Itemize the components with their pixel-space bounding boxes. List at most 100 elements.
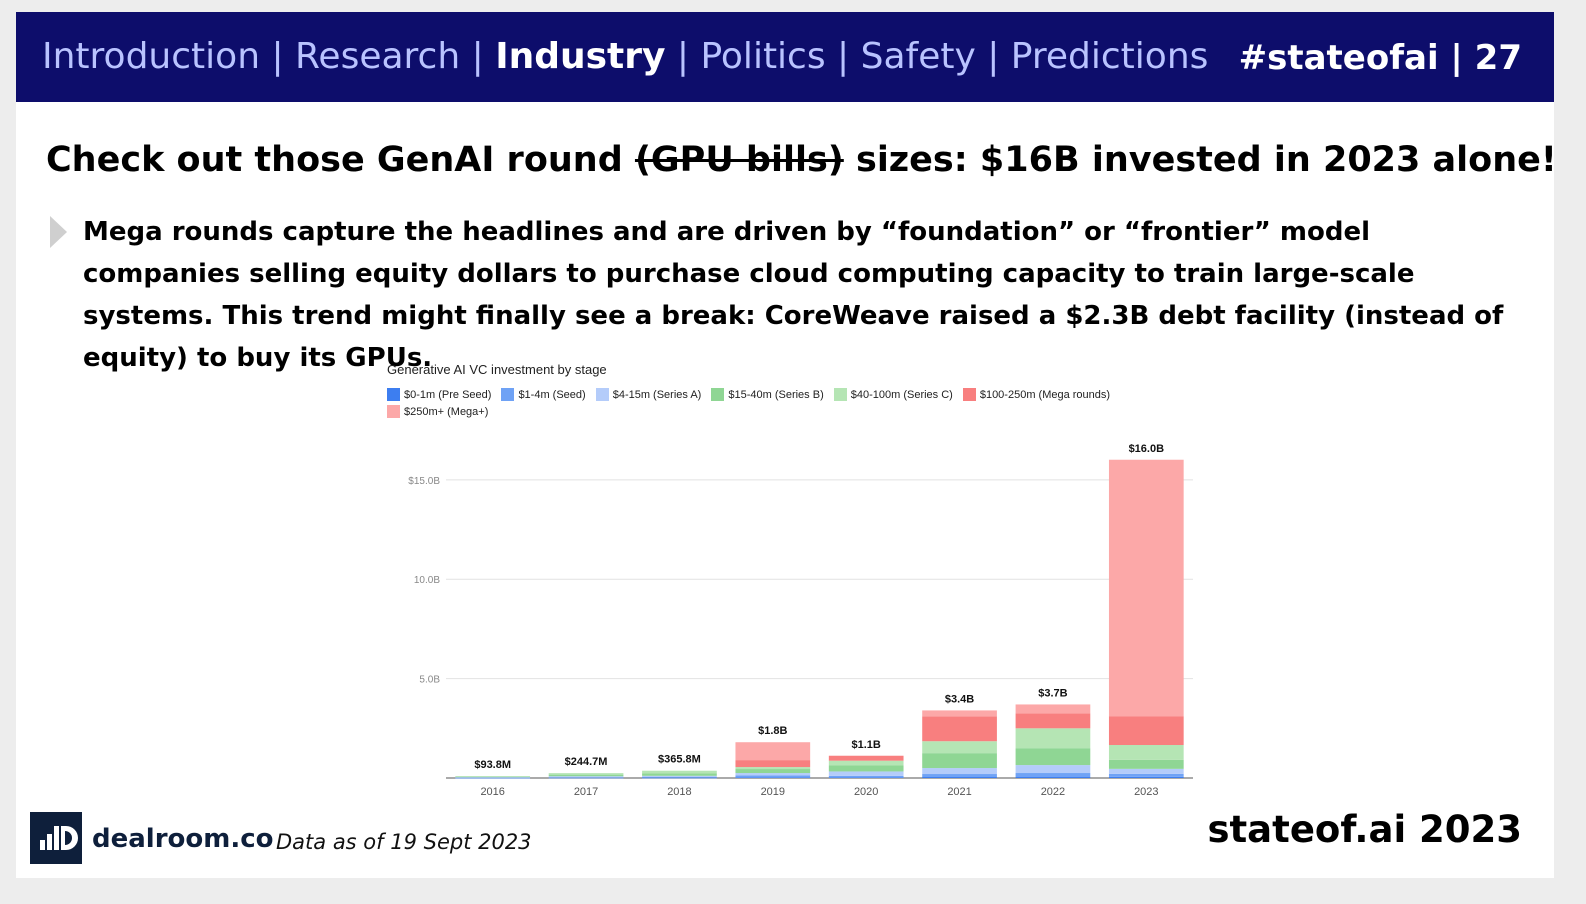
body-paragraph: Mega rounds capture the headlines and ar… [83,217,1504,373]
bar-segment [735,769,811,774]
stacked-bar-chart: 5.0B 10.0B $15.0B $93.8M 2016 $244.7M 2017 $365… [408,443,1193,798]
legend-label: $100-250m (Mega rounds) [979,388,1111,401]
nav-item-politics[interactable]: Politics [700,36,826,77]
bar-segment [642,775,717,778]
legend-swatch [501,388,515,401]
bar-segment [642,770,717,774]
bar-segment [548,777,624,778]
bar-segment [1108,759,1184,769]
legend-swatch [833,388,847,401]
nav-separator: | [665,36,701,77]
legend-label: $40-100m (Series C) [850,388,953,401]
bar-segment [548,777,624,779]
legend-label: $0-1m (Pre Seed) [404,388,492,401]
page-title: Check out those GenAI round (GPU bills) … [46,140,1554,180]
bar-segment [922,768,997,775]
nav-item-research[interactable]: Research [295,36,461,77]
bar-segment [455,777,531,779]
bar-segment [1108,459,1184,717]
logo-text: dealroom.co [92,824,274,854]
section-nav: Introduction | Research | Industry | Pol… [42,36,1208,77]
bar-segment [548,773,624,775]
nav-separator: | [975,36,1011,77]
bar-segment [455,777,531,779]
x-tick-label: 2021 [947,786,971,798]
chart-legend: $0-1m (Pre Seed) $1-4m (Seed) $4-15m (Seri… [387,388,1167,418]
bar-segment [828,760,904,766]
bar-segment [642,777,717,779]
legend-label: $4-15m (Series A) [612,388,702,401]
bar-segment [1015,728,1091,749]
data-note: Data as of 19 Sept 2023 [276,830,532,854]
bullet-arrow-icon [50,216,67,248]
bar-segment [548,776,624,778]
legend-swatch [387,388,400,401]
legend-item: $40-100m (Series C) [833,388,953,401]
legend-item: $4-15m (Series A) [595,388,702,401]
bar-segment [735,767,811,770]
chart-title: Generative AI VC investment by stage [387,362,607,377]
nav-item-predictions[interactable]: Predictions [1010,36,1209,77]
page-info: #stateofai | 27 [1238,38,1522,78]
bar-segment [1015,748,1091,766]
bar-segment [828,771,904,776]
nav-separator: | [460,36,496,77]
x-tick-label: 2016 [480,786,504,798]
bar-total-label: $1.8B [758,725,787,737]
bar-segment [1108,776,1184,778]
x-tick-label: 2019 [761,786,785,798]
headline-before: Check out those GenAI round [46,140,635,180]
legend-item: $250m+ (Mega+) [387,405,488,418]
bar-segment [455,776,531,778]
bar-segment [1108,768,1184,774]
bar-segment [642,777,717,778]
nav-item-introduction[interactable]: Introduction [42,36,261,77]
bar-total-label: $244.7M [565,756,608,768]
nav-item-industry[interactable]: Industry [495,36,666,77]
bar-segment [1108,745,1184,760]
legend-swatch [711,388,725,401]
bar-segment [1015,777,1091,778]
bar-segment [735,742,811,761]
bar-segment [735,777,811,778]
bar-total-label: $3.4B [945,693,974,705]
bar-segment [1108,716,1184,746]
legend-label: $15-40m (Series B) [728,388,824,401]
top-bar: Introduction | Research | Industry | Pol… [16,12,1554,102]
nav-separator: | [260,36,296,77]
legend-label: $1-4m (Seed) [518,388,586,401]
legend-swatch [962,388,976,401]
bar-segment [455,776,531,777]
x-tick-label: 2023 [1134,786,1158,798]
y-tick-label: $15.0B [408,476,440,487]
slide: Introduction | Research | Industry | Pol… [16,12,1554,878]
bar-segment [1015,765,1091,774]
legend-item: $100-250m (Mega rounds) [962,388,1111,401]
bar-segment [455,777,531,778]
bar-segment [642,773,717,776]
bar-total-label: $93.8M [474,759,511,771]
headline-after: sizes: $16B invested in 2023 alone! [843,140,1554,180]
y-tick-label: 5.0B [419,675,440,686]
bar-total-label: $1.1B [852,739,881,751]
legend-item: $1-4m (Seed) [501,388,586,401]
x-tick-label: 2017 [574,786,598,798]
legend-item: $15-40m (Series B) [711,388,824,401]
nav-item-safety[interactable]: Safety [860,36,976,77]
bar-total-label: $365.8M [658,754,701,766]
bar-segment [828,775,904,778]
legend-item: $0-1m (Pre Seed) [387,388,491,401]
bar-total-label: $3.7B [1038,687,1067,699]
dealroom-logo-icon [30,812,82,864]
x-tick-label: 2020 [854,786,878,798]
bar-segment [922,741,997,754]
bar-segment [922,774,997,778]
legend-label: $250m+ (Mega+) [404,405,489,418]
bar-segment [735,760,811,768]
bar-segment [922,753,997,769]
bar-segment [828,765,904,772]
bar-segment [1108,773,1184,777]
bar-segment [922,710,997,717]
bar-segment [1015,704,1091,714]
bar-segment [548,774,624,777]
